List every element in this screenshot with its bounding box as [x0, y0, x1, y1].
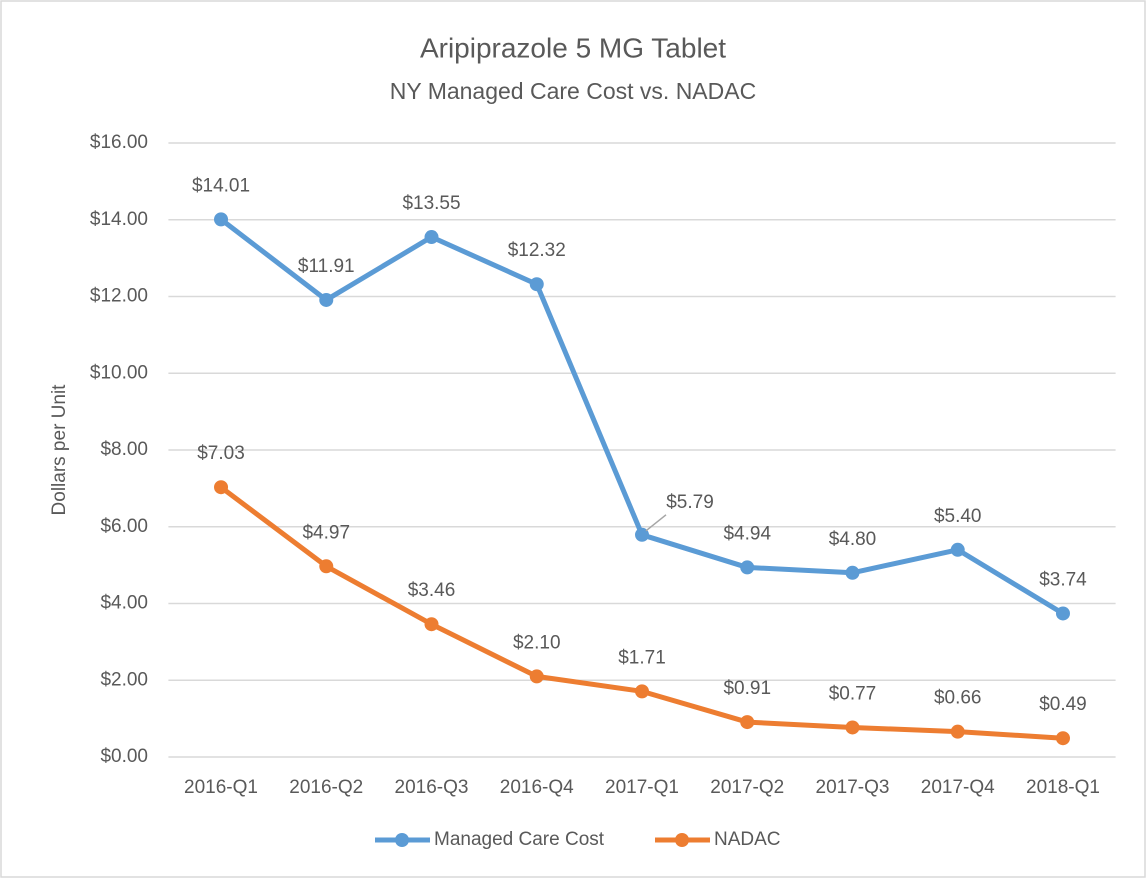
data-point — [1055, 731, 1070, 746]
data-point — [424, 230, 439, 245]
data-label: $0.77 — [829, 683, 877, 704]
data-point — [424, 617, 439, 632]
data-label: $14.01 — [192, 175, 250, 196]
data-point — [319, 559, 334, 574]
data-label: $3.74 — [1039, 569, 1087, 590]
data-label: $12.32 — [508, 240, 566, 261]
legend-label: NADAC — [714, 829, 781, 850]
y-tick-label: $10.00 — [90, 362, 148, 383]
x-tick-label: 2017-Q3 — [816, 777, 890, 798]
data-label: $4.80 — [829, 529, 877, 550]
y-tick-label: $12.00 — [90, 286, 148, 307]
x-tick-label: 2017-Q2 — [710, 777, 784, 798]
data-label: $4.97 — [302, 522, 350, 543]
legend-label: Managed Care Cost — [434, 829, 605, 850]
y-tick-label: $16.00 — [90, 132, 148, 153]
data-point — [845, 565, 860, 580]
data-point — [1055, 606, 1070, 621]
data-label: $0.91 — [723, 678, 771, 699]
data-point — [950, 542, 965, 557]
y-tick-label: $14.00 — [90, 209, 148, 230]
data-point — [950, 724, 965, 739]
data-point — [635, 684, 649, 699]
data-label: $1.71 — [618, 647, 666, 668]
data-point — [635, 527, 649, 542]
data-label: $3.46 — [408, 580, 456, 601]
y-axis-label: Dollars per Unit — [49, 384, 70, 516]
leader-line — [645, 514, 667, 532]
data-label: $0.49 — [1039, 694, 1087, 715]
data-label: $4.94 — [723, 523, 771, 544]
data-label: $2.10 — [513, 632, 561, 653]
chart-subtitle: NY Managed Care Cost vs. NADAC — [390, 78, 756, 104]
data-point — [845, 720, 860, 735]
x-tick-label: 2017-Q1 — [605, 777, 679, 798]
legend-marker — [395, 833, 409, 847]
data-point — [319, 292, 334, 307]
legend-marker — [675, 833, 689, 847]
x-tick-label: 2016-Q1 — [184, 777, 258, 798]
data-point — [740, 715, 755, 730]
data-point — [740, 560, 755, 575]
y-tick-label: $4.00 — [100, 593, 148, 614]
data-label: $13.55 — [402, 193, 460, 214]
chart-title: Aripiprazole 5 MG Tablet — [420, 32, 726, 63]
y-tick-label: $6.00 — [100, 516, 148, 537]
data-point — [214, 212, 229, 227]
y-tick-label: $2.00 — [100, 669, 148, 690]
x-tick-label: 2016-Q3 — [395, 777, 469, 798]
data-point — [529, 277, 544, 292]
data-label: $0.66 — [934, 688, 982, 709]
data-label: $5.79 — [666, 492, 714, 513]
data-point — [214, 480, 229, 495]
data-label: $11.91 — [298, 256, 355, 277]
y-tick-label: $0.00 — [100, 746, 148, 767]
x-tick-label: 2016-Q4 — [500, 777, 574, 798]
x-tick-label: 2017-Q4 — [921, 777, 995, 798]
y-tick-label: $8.00 — [100, 439, 148, 460]
data-point — [529, 669, 544, 684]
x-tick-label: 2018-Q1 — [1026, 777, 1100, 798]
x-tick-label: 2016-Q2 — [289, 777, 363, 798]
data-label: $7.03 — [197, 443, 245, 464]
data-label: $5.40 — [934, 506, 982, 527]
